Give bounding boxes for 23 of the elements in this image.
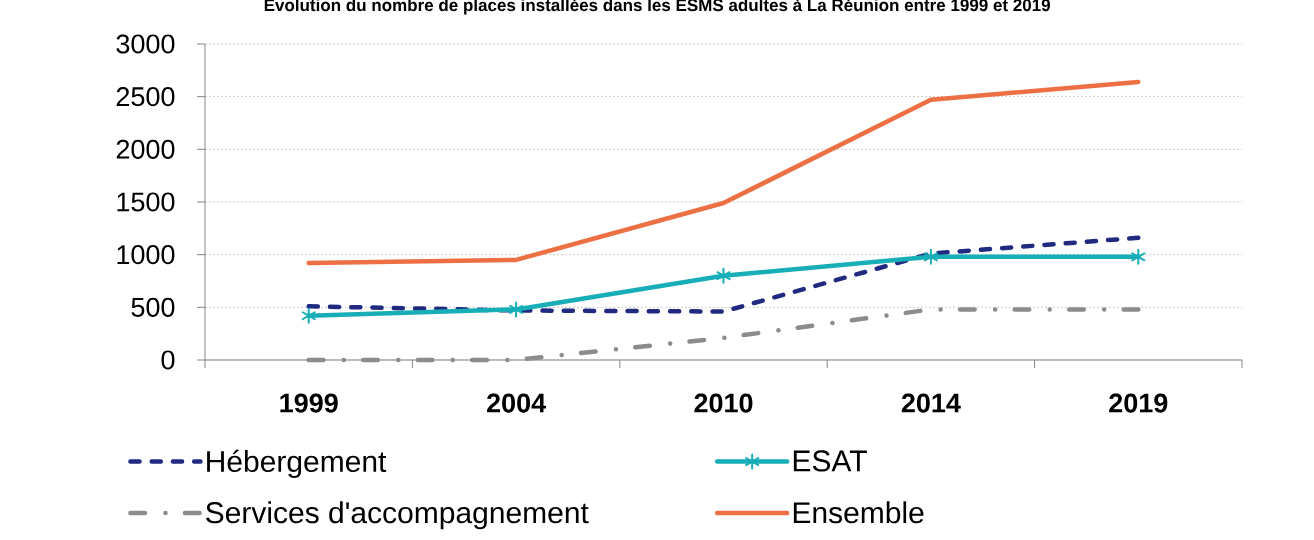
y-tick-label: 500 <box>131 297 175 317</box>
point <box>1131 248 1146 265</box>
x-tick-label: 2004 <box>487 393 546 413</box>
legend-label: Services d'accompagnement <box>206 501 589 530</box>
y-tick-label: 3000 <box>116 34 175 54</box>
legend-label: Hébergement <box>207 449 387 479</box>
point <box>509 301 524 318</box>
legend-label: Ensemble <box>793 501 924 524</box>
y-tick-label: 2000 <box>116 139 175 159</box>
point <box>716 267 731 284</box>
line-series <box>306 235 1141 314</box>
x-tick-label: 2014 <box>901 393 961 413</box>
y-tick-label: 1500 <box>117 192 175 212</box>
y-tick-label: 0 <box>161 350 175 370</box>
line-series <box>306 79 1141 266</box>
y-tick-label: 2500 <box>116 87 175 107</box>
point <box>301 307 316 324</box>
x-tick-label: 2010 <box>694 393 753 413</box>
point <box>923 248 938 265</box>
y-tick-label: 1000 <box>117 245 175 265</box>
legend-label: ESAT <box>793 450 867 472</box>
x-tick-label: 2019 <box>1109 393 1168 413</box>
x-tick-label: 1999 <box>280 393 338 413</box>
